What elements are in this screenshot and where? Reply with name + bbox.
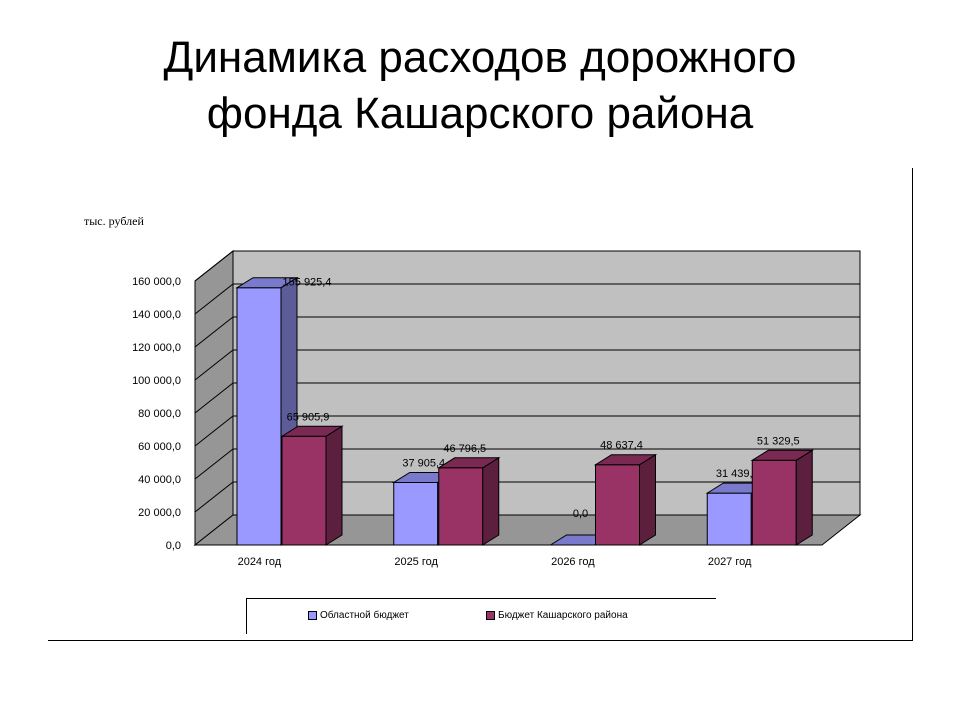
title-line-1: Динамика расходов дорожного: [163, 33, 797, 82]
bar-side: [482, 456, 500, 546]
title-line-2: фонда Кашарского района: [206, 89, 754, 138]
y-tick-label: 140 000,0: [132, 309, 181, 321]
data-label: 31 439,8: [716, 468, 759, 480]
data-label: 48 637,4: [600, 440, 643, 452]
gridline: [194, 316, 860, 348]
bar-front: [706, 492, 752, 546]
bar-top: [593, 454, 658, 466]
legend-label-series-2: Бюджет Кашарского района: [498, 610, 628, 621]
data-label: 37 905,4: [402, 457, 445, 469]
legend-top-border: [246, 598, 716, 599]
bar-front: [281, 435, 327, 546]
data-label: 46 796,5: [443, 443, 486, 455]
bar-front: [236, 287, 282, 546]
bar-front: [438, 467, 484, 546]
bar-front: [595, 464, 640, 546]
gridline: [194, 382, 860, 414]
gridline: [194, 349, 860, 381]
legend-swatch-series-1: [308, 611, 317, 620]
bar-top: [437, 457, 501, 469]
y-tick-label: 160 000,0: [132, 276, 181, 288]
bar-side: [639, 453, 656, 546]
legend-left-border: [246, 598, 247, 634]
legend-swatch-series-2: [486, 611, 495, 620]
data-label: 155 925,4: [283, 277, 332, 289]
bar-front: [751, 459, 797, 546]
y-tick-label: 120 000,0: [132, 342, 181, 354]
y-tick-label: 20 000,0: [138, 507, 181, 519]
y-tick-label: 100 000,0: [132, 375, 181, 387]
bar-side: [795, 449, 813, 546]
gridline: [194, 448, 860, 480]
x-tick-label: 2027 год: [708, 556, 752, 568]
y-tick-label: 40 000,0: [138, 474, 181, 486]
y-tick-label: 60 000,0: [138, 441, 181, 453]
chart-frame-right-border: [912, 168, 913, 640]
bar-top: [280, 425, 344, 437]
bar-side: [325, 425, 343, 546]
data-label: 0,0: [573, 508, 588, 520]
chart-frame-bottom-border: [48, 640, 913, 641]
gridline: [194, 415, 860, 447]
x-tick-label: 2024 год: [238, 556, 282, 568]
chart-legend: Областной бюджет Бюджет Кашарского район…: [246, 598, 716, 634]
x-tick-label: 2026 год: [551, 556, 595, 568]
bar-top: [750, 449, 814, 461]
y-axis-label: тыс. рублей: [84, 214, 144, 228]
legend-item-series-2: Бюджет Кашарского района: [486, 610, 628, 621]
y-tick-label: 80 000,0: [138, 408, 181, 420]
gridline: [194, 283, 860, 315]
bar-top: [235, 277, 299, 289]
data-label: 51 329,5: [757, 435, 800, 447]
legend-label-series-1: Областной бюджет: [320, 610, 409, 621]
data-label: 65 905,9: [287, 411, 330, 423]
bar-front: [393, 481, 439, 546]
gridline: [194, 250, 860, 282]
y-tick-label: 0,0: [166, 540, 181, 552]
page-title: Динамика расходов дорожного фонда Кашарс…: [0, 30, 960, 142]
legend-item-series-1: Областной бюджет: [308, 610, 409, 621]
x-tick-label: 2025 год: [394, 556, 438, 568]
